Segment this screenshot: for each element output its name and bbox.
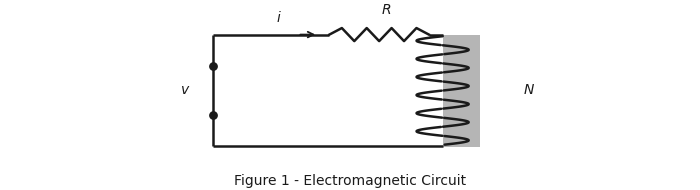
Text: R: R [382, 3, 391, 17]
Text: v: v [181, 83, 190, 97]
Point [207, 64, 218, 67]
Text: N: N [524, 83, 534, 97]
Text: Figure 1 - Electromagnetic Circuit: Figure 1 - Electromagnetic Circuit [234, 174, 466, 188]
Point [207, 113, 218, 116]
FancyBboxPatch shape [442, 35, 480, 147]
Text: i: i [276, 11, 280, 25]
